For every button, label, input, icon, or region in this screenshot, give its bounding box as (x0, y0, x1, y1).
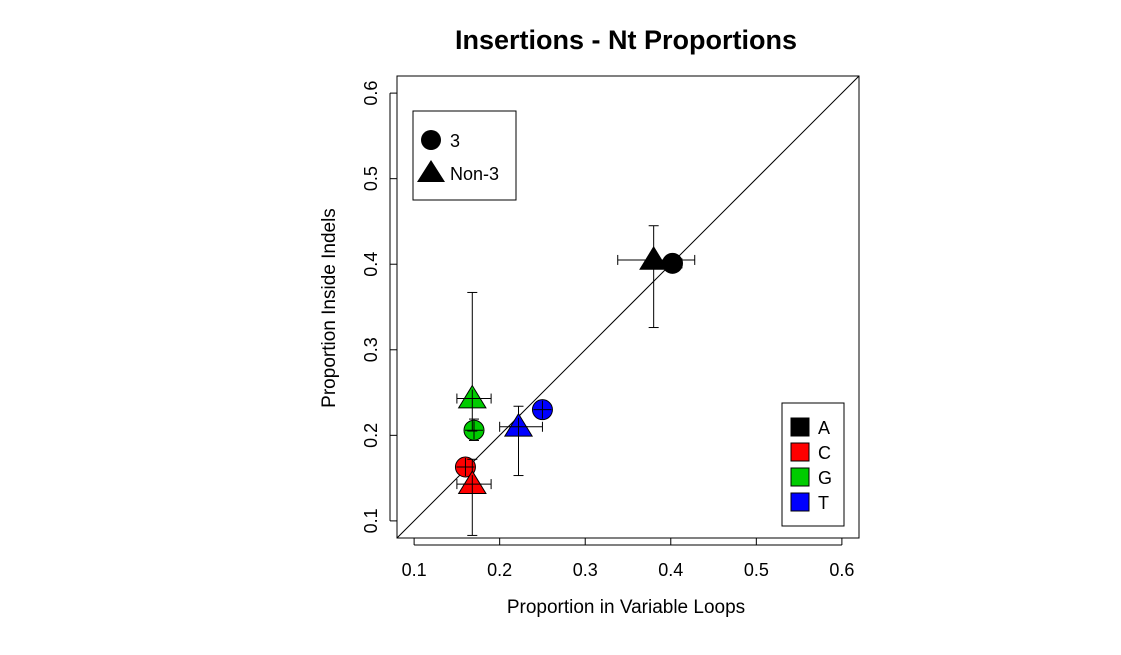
color-legend-label: T (818, 493, 829, 513)
x-tick-label: 0.6 (829, 560, 854, 580)
y-tick-label: 0.5 (361, 166, 381, 191)
y-tick-label: 0.1 (361, 508, 381, 533)
legend-triangle-symbol (417, 160, 445, 182)
triangle-point-C (456, 458, 492, 536)
plot-frame (396, 75, 860, 539)
legend-swatch-A (790, 417, 810, 437)
legend-swatch-T (790, 492, 810, 512)
x-tick-label: 0.2 (487, 560, 512, 580)
triangle-point-G (456, 291, 492, 432)
color-legend-label: C (818, 443, 831, 463)
legend-swatch-G (790, 467, 810, 487)
x-tick-label: 0.4 (658, 560, 683, 580)
y-tick-label: 0.3 (361, 337, 381, 362)
y-tick-label: 0.6 (361, 81, 381, 106)
x-tick-label: 0.1 (402, 560, 427, 580)
legend-circle-symbol (421, 130, 441, 150)
color-legend-label: A (818, 418, 830, 438)
circle-point-G (463, 418, 485, 441)
shape-legend-label: 3 (450, 131, 460, 151)
x-tick-label: 0.5 (744, 560, 769, 580)
circle-point-T (531, 399, 553, 421)
color-legend-label: G (818, 468, 832, 488)
y-tick-label: 0.4 (361, 252, 381, 277)
triangle-point-T (499, 405, 543, 477)
x-tick-label: 0.3 (573, 560, 598, 580)
legend-swatch-C (790, 442, 810, 462)
chart-title: Insertions - Nt Proportions (455, 25, 797, 55)
shape-legend-box (412, 110, 517, 201)
plot-area: 0.1 0.2 0.3 0.4 0.5 0.6 0.1 0.2 0.3 0.4 0.5 0.6 3 Non… (361, 75, 860, 580)
shape-legend-label: Non-3 (450, 164, 499, 184)
x-axis-label: Proportion in Variable Loops (507, 597, 745, 618)
shape-legend: 3 Non-3 (412, 110, 517, 201)
y-tick-label: 0.2 (361, 423, 381, 448)
triangle-point-A (617, 225, 696, 329)
circle-point-A (661, 252, 683, 274)
y-axis-label: Proportion Inside Indels (319, 208, 340, 408)
